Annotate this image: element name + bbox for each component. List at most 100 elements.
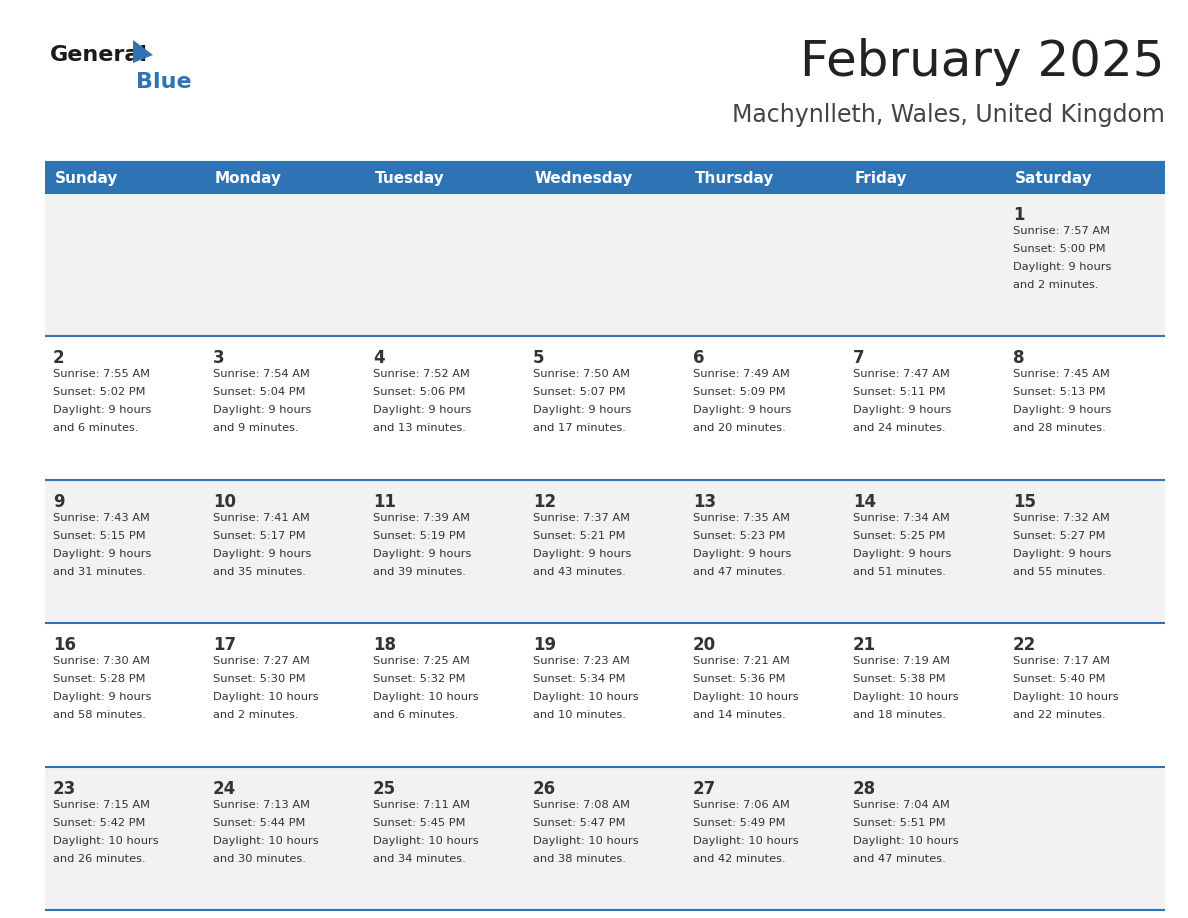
Text: 24: 24 <box>213 779 236 798</box>
Text: and 43 minutes.: and 43 minutes. <box>533 566 626 577</box>
Text: 7: 7 <box>853 350 865 367</box>
Text: 8: 8 <box>1013 350 1024 367</box>
Text: Wednesday: Wednesday <box>535 171 633 185</box>
Text: 17: 17 <box>213 636 236 655</box>
Text: Sunrise: 7:57 AM: Sunrise: 7:57 AM <box>1013 226 1110 236</box>
Text: and 58 minutes.: and 58 minutes. <box>53 711 146 721</box>
Text: Sunrise: 7:39 AM: Sunrise: 7:39 AM <box>373 513 470 522</box>
Text: Friday: Friday <box>855 171 908 185</box>
Text: Sunset: 5:34 PM: Sunset: 5:34 PM <box>533 674 626 684</box>
Text: Daylight: 10 hours: Daylight: 10 hours <box>373 835 479 845</box>
Text: Sunrise: 7:32 AM: Sunrise: 7:32 AM <box>1013 513 1110 522</box>
Bar <box>45 336 1165 480</box>
Text: and 47 minutes.: and 47 minutes. <box>693 566 785 577</box>
Text: Daylight: 9 hours: Daylight: 9 hours <box>533 549 631 559</box>
Text: and 26 minutes.: and 26 minutes. <box>53 854 146 864</box>
Text: Sunset: 5:32 PM: Sunset: 5:32 PM <box>373 674 466 684</box>
Text: Daylight: 10 hours: Daylight: 10 hours <box>853 692 959 702</box>
Text: Sunrise: 7:11 AM: Sunrise: 7:11 AM <box>373 800 470 810</box>
Text: 2: 2 <box>53 350 64 367</box>
Text: Sunset: 5:17 PM: Sunset: 5:17 PM <box>213 531 305 541</box>
Text: 18: 18 <box>373 636 396 655</box>
Text: Daylight: 9 hours: Daylight: 9 hours <box>853 406 952 416</box>
Text: Sunset: 5:49 PM: Sunset: 5:49 PM <box>693 818 785 828</box>
Text: and 22 minutes.: and 22 minutes. <box>1013 711 1106 721</box>
Text: Sunrise: 7:25 AM: Sunrise: 7:25 AM <box>373 656 470 666</box>
Text: Daylight: 9 hours: Daylight: 9 hours <box>373 549 472 559</box>
Bar <box>45 193 1165 336</box>
Text: Sunrise: 7:21 AM: Sunrise: 7:21 AM <box>693 656 790 666</box>
Text: 26: 26 <box>533 779 556 798</box>
Text: Sunset: 5:36 PM: Sunset: 5:36 PM <box>693 674 785 684</box>
Text: General: General <box>50 45 148 65</box>
Text: Sunday: Sunday <box>55 171 119 185</box>
Polygon shape <box>133 40 153 63</box>
Text: 3: 3 <box>213 350 225 367</box>
Text: 25: 25 <box>373 779 396 798</box>
Text: Tuesday: Tuesday <box>375 171 444 185</box>
Text: Daylight: 10 hours: Daylight: 10 hours <box>53 835 159 845</box>
Text: and 6 minutes.: and 6 minutes. <box>53 423 139 433</box>
Text: 23: 23 <box>53 779 76 798</box>
Text: Sunset: 5:06 PM: Sunset: 5:06 PM <box>373 387 466 397</box>
Text: Sunrise: 7:19 AM: Sunrise: 7:19 AM <box>853 656 950 666</box>
Text: Sunrise: 7:13 AM: Sunrise: 7:13 AM <box>213 800 310 810</box>
Text: Sunset: 5:04 PM: Sunset: 5:04 PM <box>213 387 305 397</box>
Text: 19: 19 <box>533 636 556 655</box>
Text: Daylight: 10 hours: Daylight: 10 hours <box>533 692 639 702</box>
Text: and 17 minutes.: and 17 minutes. <box>533 423 626 433</box>
Text: and 10 minutes.: and 10 minutes. <box>533 711 626 721</box>
Text: Sunrise: 7:52 AM: Sunrise: 7:52 AM <box>373 369 470 379</box>
Text: and 55 minutes.: and 55 minutes. <box>1013 566 1106 577</box>
Text: Daylight: 9 hours: Daylight: 9 hours <box>53 549 151 559</box>
Text: Sunset: 5:21 PM: Sunset: 5:21 PM <box>533 531 626 541</box>
Text: Sunrise: 7:27 AM: Sunrise: 7:27 AM <box>213 656 310 666</box>
Text: Sunset: 5:23 PM: Sunset: 5:23 PM <box>693 531 785 541</box>
Text: and 51 minutes.: and 51 minutes. <box>853 566 946 577</box>
Text: Daylight: 10 hours: Daylight: 10 hours <box>1013 692 1119 702</box>
Text: Sunrise: 7:50 AM: Sunrise: 7:50 AM <box>533 369 630 379</box>
Text: and 6 minutes.: and 6 minutes. <box>373 711 459 721</box>
Text: Sunrise: 7:43 AM: Sunrise: 7:43 AM <box>53 513 150 522</box>
Text: Sunset: 5:30 PM: Sunset: 5:30 PM <box>213 674 305 684</box>
Text: 5: 5 <box>533 350 544 367</box>
Text: Daylight: 9 hours: Daylight: 9 hours <box>1013 262 1112 272</box>
Text: 10: 10 <box>213 493 236 510</box>
Text: Sunrise: 7:45 AM: Sunrise: 7:45 AM <box>1013 369 1110 379</box>
Text: 1: 1 <box>1013 206 1024 224</box>
Text: Sunset: 5:13 PM: Sunset: 5:13 PM <box>1013 387 1106 397</box>
Text: Saturday: Saturday <box>1015 171 1093 185</box>
Text: Daylight: 9 hours: Daylight: 9 hours <box>373 406 472 416</box>
Text: 11: 11 <box>373 493 396 510</box>
Text: Daylight: 9 hours: Daylight: 9 hours <box>1013 549 1112 559</box>
Text: Daylight: 10 hours: Daylight: 10 hours <box>373 692 479 702</box>
Text: 4: 4 <box>373 350 385 367</box>
Text: Daylight: 10 hours: Daylight: 10 hours <box>693 835 798 845</box>
Text: Sunset: 5:11 PM: Sunset: 5:11 PM <box>853 387 946 397</box>
Text: Daylight: 10 hours: Daylight: 10 hours <box>853 835 959 845</box>
Text: and 20 minutes.: and 20 minutes. <box>693 423 785 433</box>
Text: and 2 minutes.: and 2 minutes. <box>1013 280 1099 290</box>
Text: Daylight: 9 hours: Daylight: 9 hours <box>53 692 151 702</box>
Text: Sunrise: 7:34 AM: Sunrise: 7:34 AM <box>853 513 950 522</box>
Text: Sunrise: 7:41 AM: Sunrise: 7:41 AM <box>213 513 310 522</box>
Text: 27: 27 <box>693 779 716 798</box>
Text: 13: 13 <box>693 493 716 510</box>
Text: Sunset: 5:38 PM: Sunset: 5:38 PM <box>853 674 946 684</box>
Text: Sunrise: 7:30 AM: Sunrise: 7:30 AM <box>53 656 150 666</box>
Text: and 31 minutes.: and 31 minutes. <box>53 566 146 577</box>
Text: and 34 minutes.: and 34 minutes. <box>373 854 466 864</box>
Text: 22: 22 <box>1013 636 1036 655</box>
Text: Sunrise: 7:15 AM: Sunrise: 7:15 AM <box>53 800 150 810</box>
Text: 14: 14 <box>853 493 876 510</box>
Text: Sunset: 5:42 PM: Sunset: 5:42 PM <box>53 818 145 828</box>
Text: and 39 minutes.: and 39 minutes. <box>373 566 466 577</box>
Text: Sunrise: 7:23 AM: Sunrise: 7:23 AM <box>533 656 630 666</box>
Text: and 42 minutes.: and 42 minutes. <box>693 854 785 864</box>
Text: Blue: Blue <box>135 72 191 92</box>
Bar <box>45 767 1165 910</box>
Text: Sunrise: 7:04 AM: Sunrise: 7:04 AM <box>853 800 950 810</box>
Text: Daylight: 9 hours: Daylight: 9 hours <box>1013 406 1112 416</box>
Text: Sunrise: 7:54 AM: Sunrise: 7:54 AM <box>213 369 310 379</box>
Text: Sunrise: 7:06 AM: Sunrise: 7:06 AM <box>693 800 790 810</box>
